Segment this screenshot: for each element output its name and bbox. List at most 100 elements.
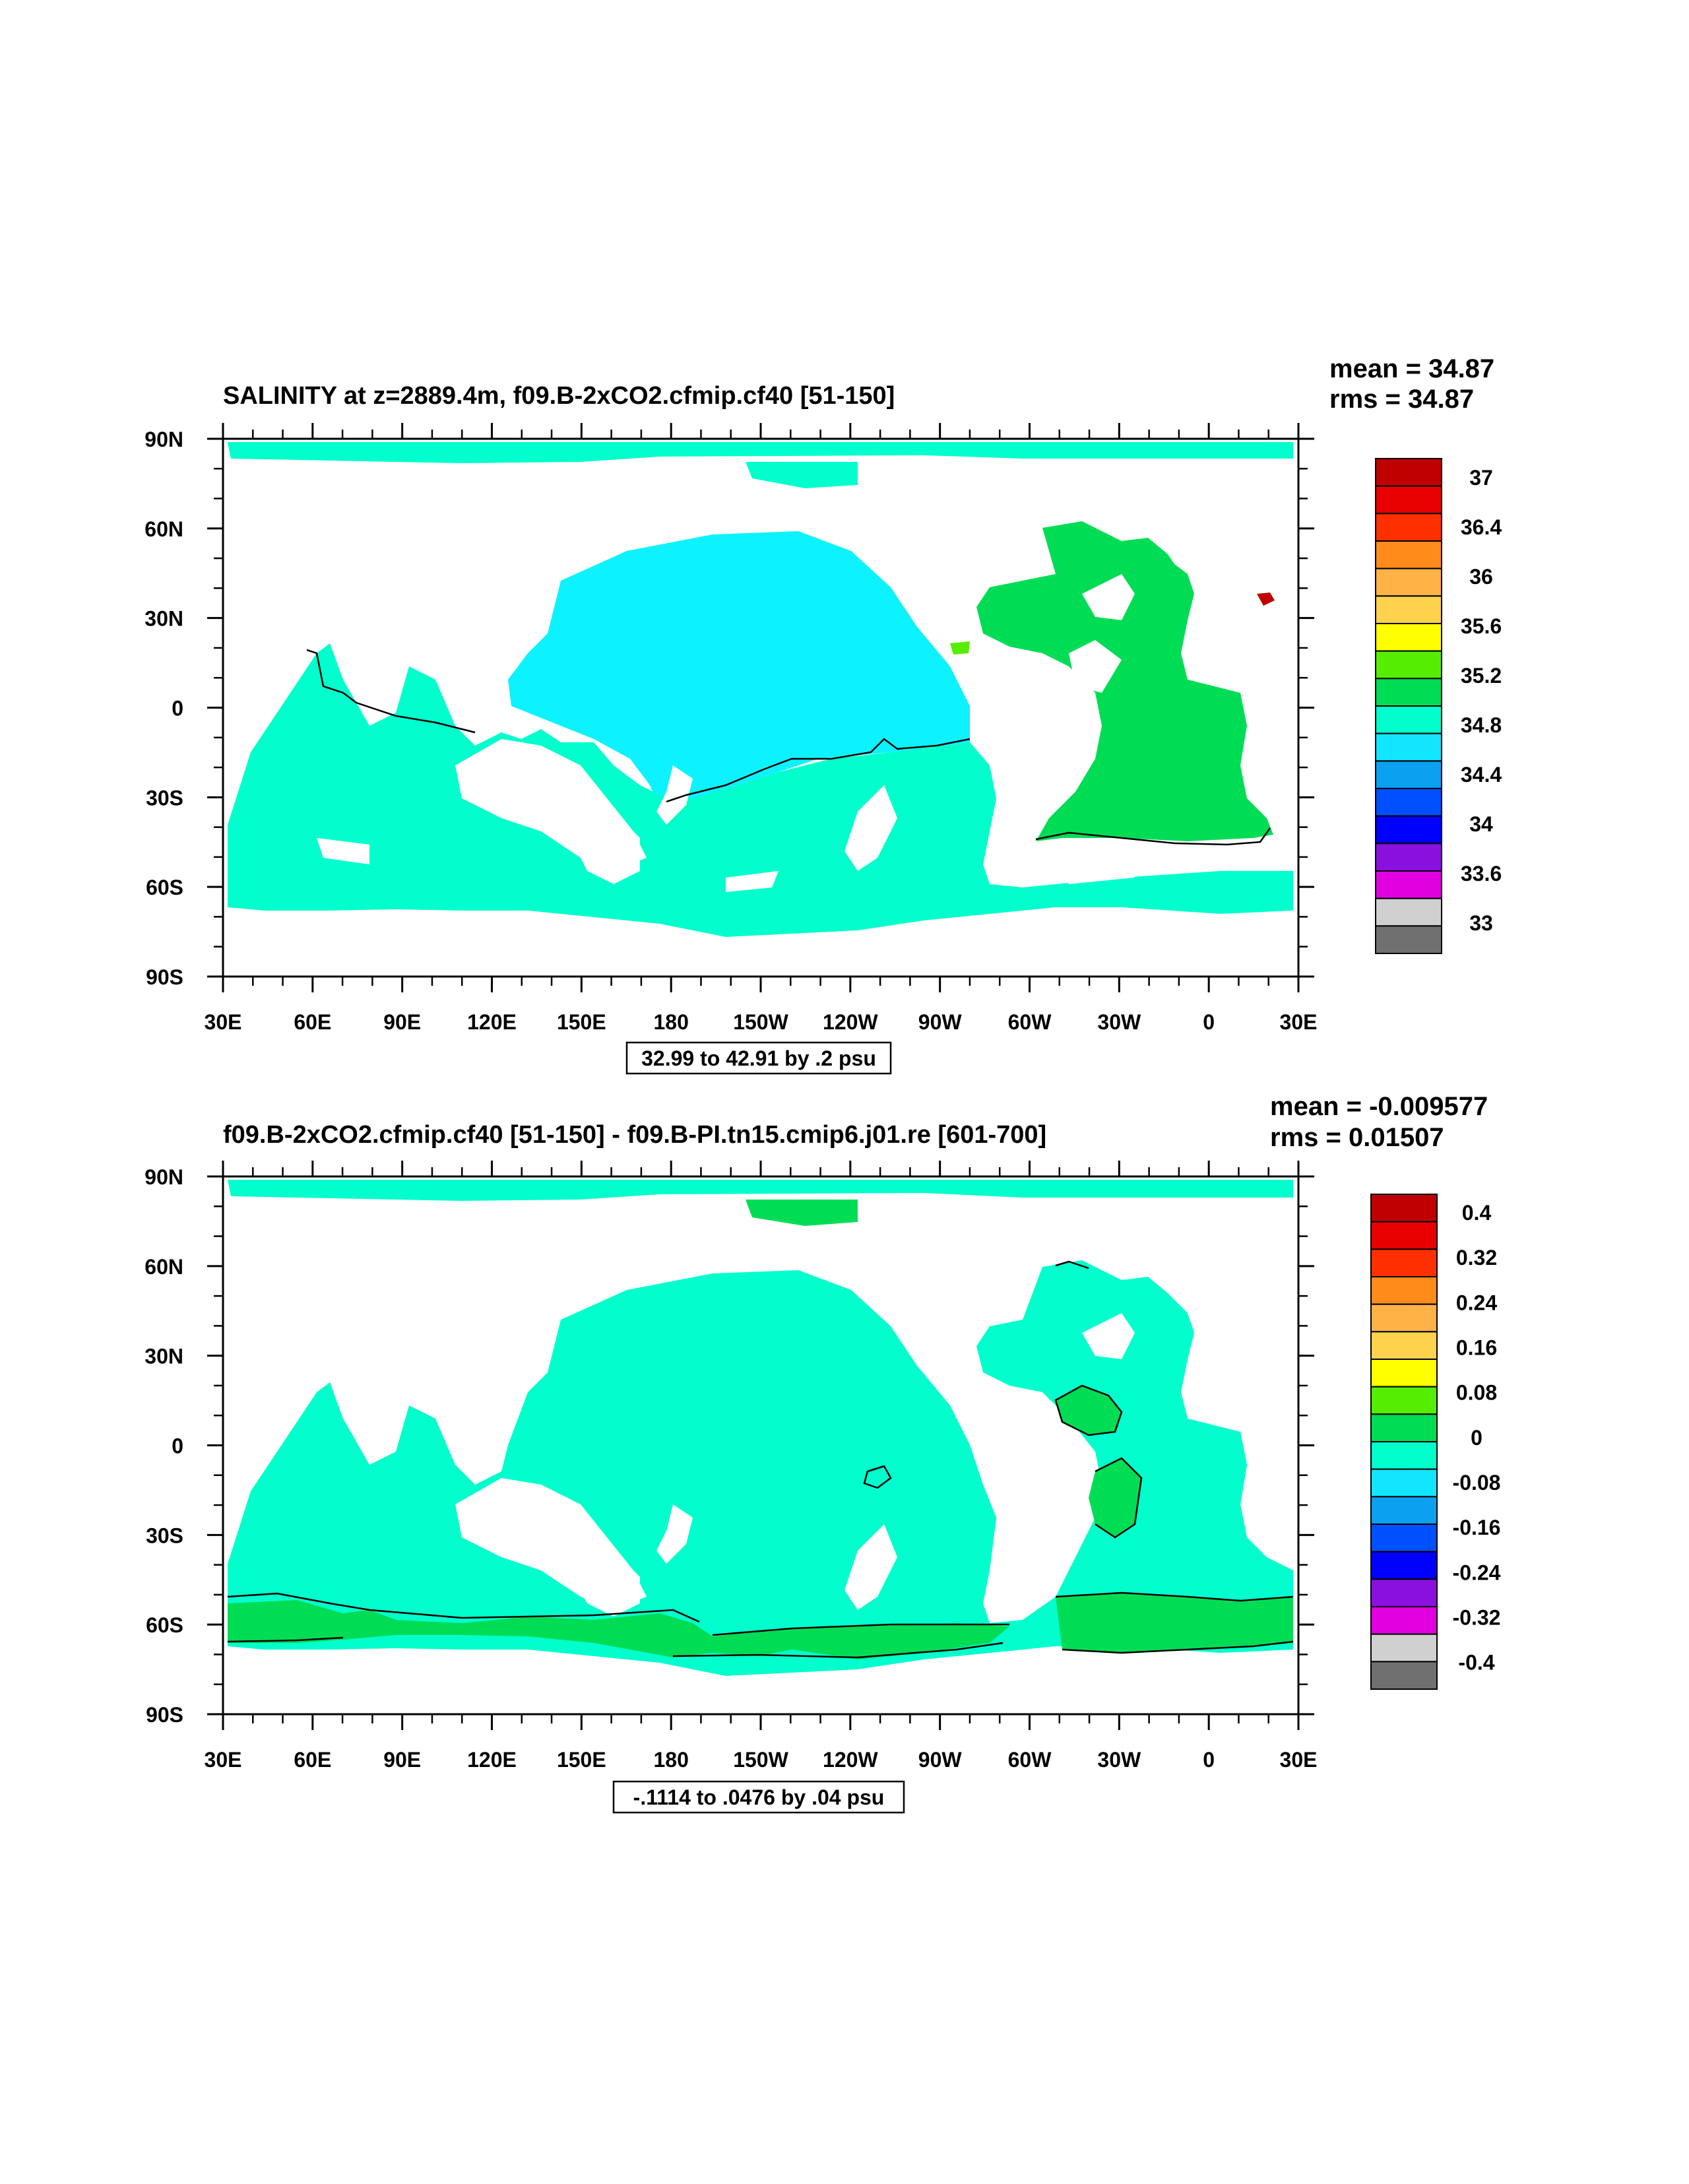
y-tick-label: 60S: [146, 1613, 183, 1637]
x-tick-label: 30W: [1097, 1748, 1141, 1772]
colorbar-label: -0.16: [1453, 1516, 1501, 1539]
colorbar-swatch: [1375, 760, 1442, 790]
southern-gap-a: [844, 785, 897, 871]
panel-2-map: [227, 1180, 1294, 1676]
y-tick-label: 30S: [146, 786, 183, 810]
colorbar-swatch: [1370, 1578, 1438, 1607]
y-tick-label: 30N: [144, 1345, 183, 1368]
colorbar-swatch: [1370, 1524, 1438, 1553]
panel-1-contour-info-box: [625, 1041, 892, 1075]
contour-line-10: [1055, 1260, 1089, 1269]
southern-gap-d: [1056, 858, 1135, 884]
x-tick-label: 60E: [294, 1010, 331, 1034]
pacific-ocean: [508, 531, 970, 812]
australia-land: [567, 805, 640, 884]
colorbar-label: 34.8: [1461, 713, 1502, 737]
contour-line-6: [1095, 1457, 1143, 1539]
panel-1-map: [228, 442, 1293, 937]
colorbar-swatch: [1375, 678, 1442, 707]
colorbar-swatch: [1375, 595, 1442, 624]
colorbar-swatch: [1370, 1221, 1438, 1250]
y-tick-label: 60S: [146, 876, 183, 899]
panel-2-rms: rms = 0.01507: [1270, 1123, 1444, 1152]
x-tick-label: 60E: [294, 1748, 331, 1772]
australia-land: [567, 1544, 640, 1617]
colorbar-swatch: [1375, 897, 1442, 927]
greenland-land: [1082, 574, 1135, 620]
contour-line-4: [672, 1642, 1004, 1659]
colorbar-swatch: [1375, 705, 1442, 734]
colorbar-label: 0.4: [1462, 1201, 1492, 1225]
colorbar-label: -0.08: [1453, 1471, 1501, 1494]
colorbar-swatch: [1370, 1359, 1438, 1388]
colorbar-label: -0.4: [1458, 1651, 1494, 1675]
x-tick-label: 60W: [1008, 1748, 1052, 1772]
contour-line-2: [712, 1623, 1009, 1636]
panel-2-colorbar: 0.4 0.32 0.24 0.16 0.08 0 -0.08 -0.16 -0.24 -0.32…: [1370, 1194, 1501, 1690]
colorbar-swatch: [1370, 1468, 1438, 1498]
mid-atlantic-gap: [1069, 640, 1122, 693]
colorbar-label: 36: [1469, 565, 1493, 589]
x-tick-label: 60W: [1008, 1010, 1052, 1034]
x-tick-label: 150W: [733, 1748, 788, 1772]
panel-2-contour-info-box: [612, 1780, 905, 1814]
americas-land: [996, 1425, 1056, 1610]
colorbar-label: 33.6: [1461, 862, 1502, 885]
colorbar-swatch: [1370, 1661, 1438, 1690]
x-tick-label: 120E: [467, 1748, 517, 1772]
southern-gap-a: [844, 1524, 897, 1610]
panel-2-x-axis: 30E 60E 90E 120E 150E 180 150W 120W 90W 60W 30W 0 30…: [205, 1161, 1317, 1772]
colorbar-swatch: [1370, 1413, 1438, 1442]
south-atlantic-band: [1056, 1593, 1293, 1653]
y-tick-label: 60N: [144, 517, 183, 541]
contour-line-7: [863, 1465, 892, 1489]
panel-1-title: SALINITY at z=2889.4m, f09.B-2xCO2.cfmip…: [223, 382, 895, 410]
arctic-sea: [746, 462, 858, 488]
x-tick-label: 150W: [733, 1010, 788, 1034]
new-zealand-land: [656, 765, 693, 825]
colorbar-swatch: [1375, 732, 1442, 762]
contour-line-1: [227, 1592, 700, 1623]
y-tick-label: 90N: [144, 428, 183, 451]
x-tick-label: 90W: [918, 1748, 963, 1772]
panel-1: SALINITY at z=2889.4m, f09.B-2xCO2.cfmip…: [144, 354, 1502, 1075]
colorbar-swatch: [1370, 1496, 1438, 1525]
y-tick-label: 30N: [144, 607, 183, 631]
colorbar-label: 0.08: [1456, 1381, 1497, 1405]
y-tick-label: 30S: [146, 1524, 183, 1547]
colorbar-swatch: [1375, 925, 1442, 955]
y-tick-label: 90S: [146, 1703, 183, 1727]
contour-line-3: [1035, 827, 1271, 846]
colorbar-swatch: [1370, 1276, 1438, 1305]
colorbar-swatch: [1375, 567, 1442, 597]
y-tick-label: 60N: [144, 1255, 183, 1279]
colorbar-label: 0.24: [1456, 1291, 1497, 1314]
colorbar-label: -0.24: [1453, 1560, 1501, 1584]
atlantic-patch-2: [1089, 1458, 1141, 1537]
panel-2-y-axis: 90N 60N 30N 0 30S 60S 90S: [144, 1165, 1314, 1727]
y-tick-label: 0: [172, 1434, 183, 1458]
colorbar-swatch: [1375, 650, 1442, 680]
x-tick-label: 30E: [1280, 1010, 1318, 1034]
x-tick-label: 30E: [205, 1748, 242, 1772]
colorbar-swatch: [1370, 1248, 1438, 1278]
colorbar-swatch: [1370, 1633, 1438, 1663]
colorbar-label: 0.32: [1456, 1246, 1497, 1269]
greenland-land: [1082, 1313, 1135, 1359]
southern-gap-b: [317, 838, 369, 864]
x-tick-label: 150E: [557, 1748, 606, 1772]
colorbar-swatch: [1375, 513, 1442, 542]
colorbar-label: 34: [1469, 812, 1493, 836]
panel-2-mean: mean = -0.009577: [1270, 1092, 1488, 1121]
colorbar-swatch: [1375, 623, 1442, 652]
x-tick-label: 30E: [205, 1010, 242, 1034]
colorbar-label: 0: [1471, 1426, 1482, 1450]
panel-1-rms: rms = 34.87: [1329, 385, 1474, 414]
arctic-patch: [746, 1200, 858, 1226]
colorbar-swatch: [1370, 1194, 1438, 1223]
colorbar-swatch: [1370, 1303, 1438, 1333]
x-tick-label: 90E: [383, 1748, 421, 1772]
global-ocean: [228, 1260, 1293, 1676]
x-tick-label: 120W: [823, 1010, 878, 1034]
colorbar-swatch: [1370, 1606, 1438, 1635]
